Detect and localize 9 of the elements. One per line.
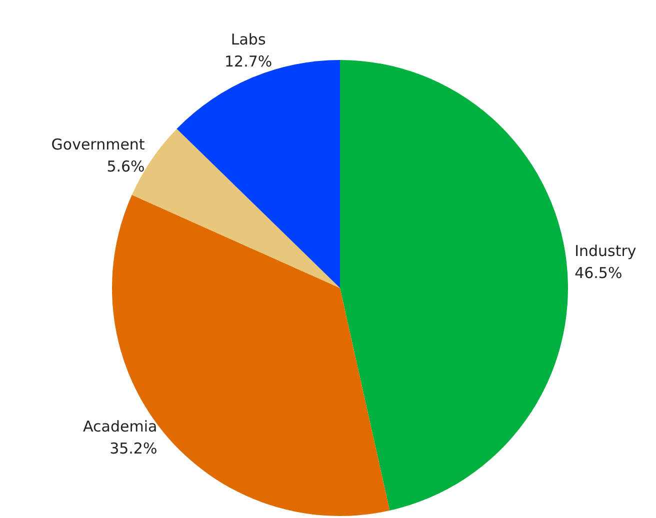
pie-slice — [340, 60, 568, 511]
data-label: 5.6% — [106, 157, 145, 176]
slice-label: Academia — [83, 417, 158, 436]
data-label: 46.5% — [574, 264, 622, 282]
data-label: 35.2% — [110, 439, 158, 458]
slice-label: Labs — [230, 30, 266, 49]
data-label: 12.7% — [224, 52, 272, 71]
slice-label: Industry — [574, 242, 636, 260]
slice-label: Government — [51, 135, 145, 154]
